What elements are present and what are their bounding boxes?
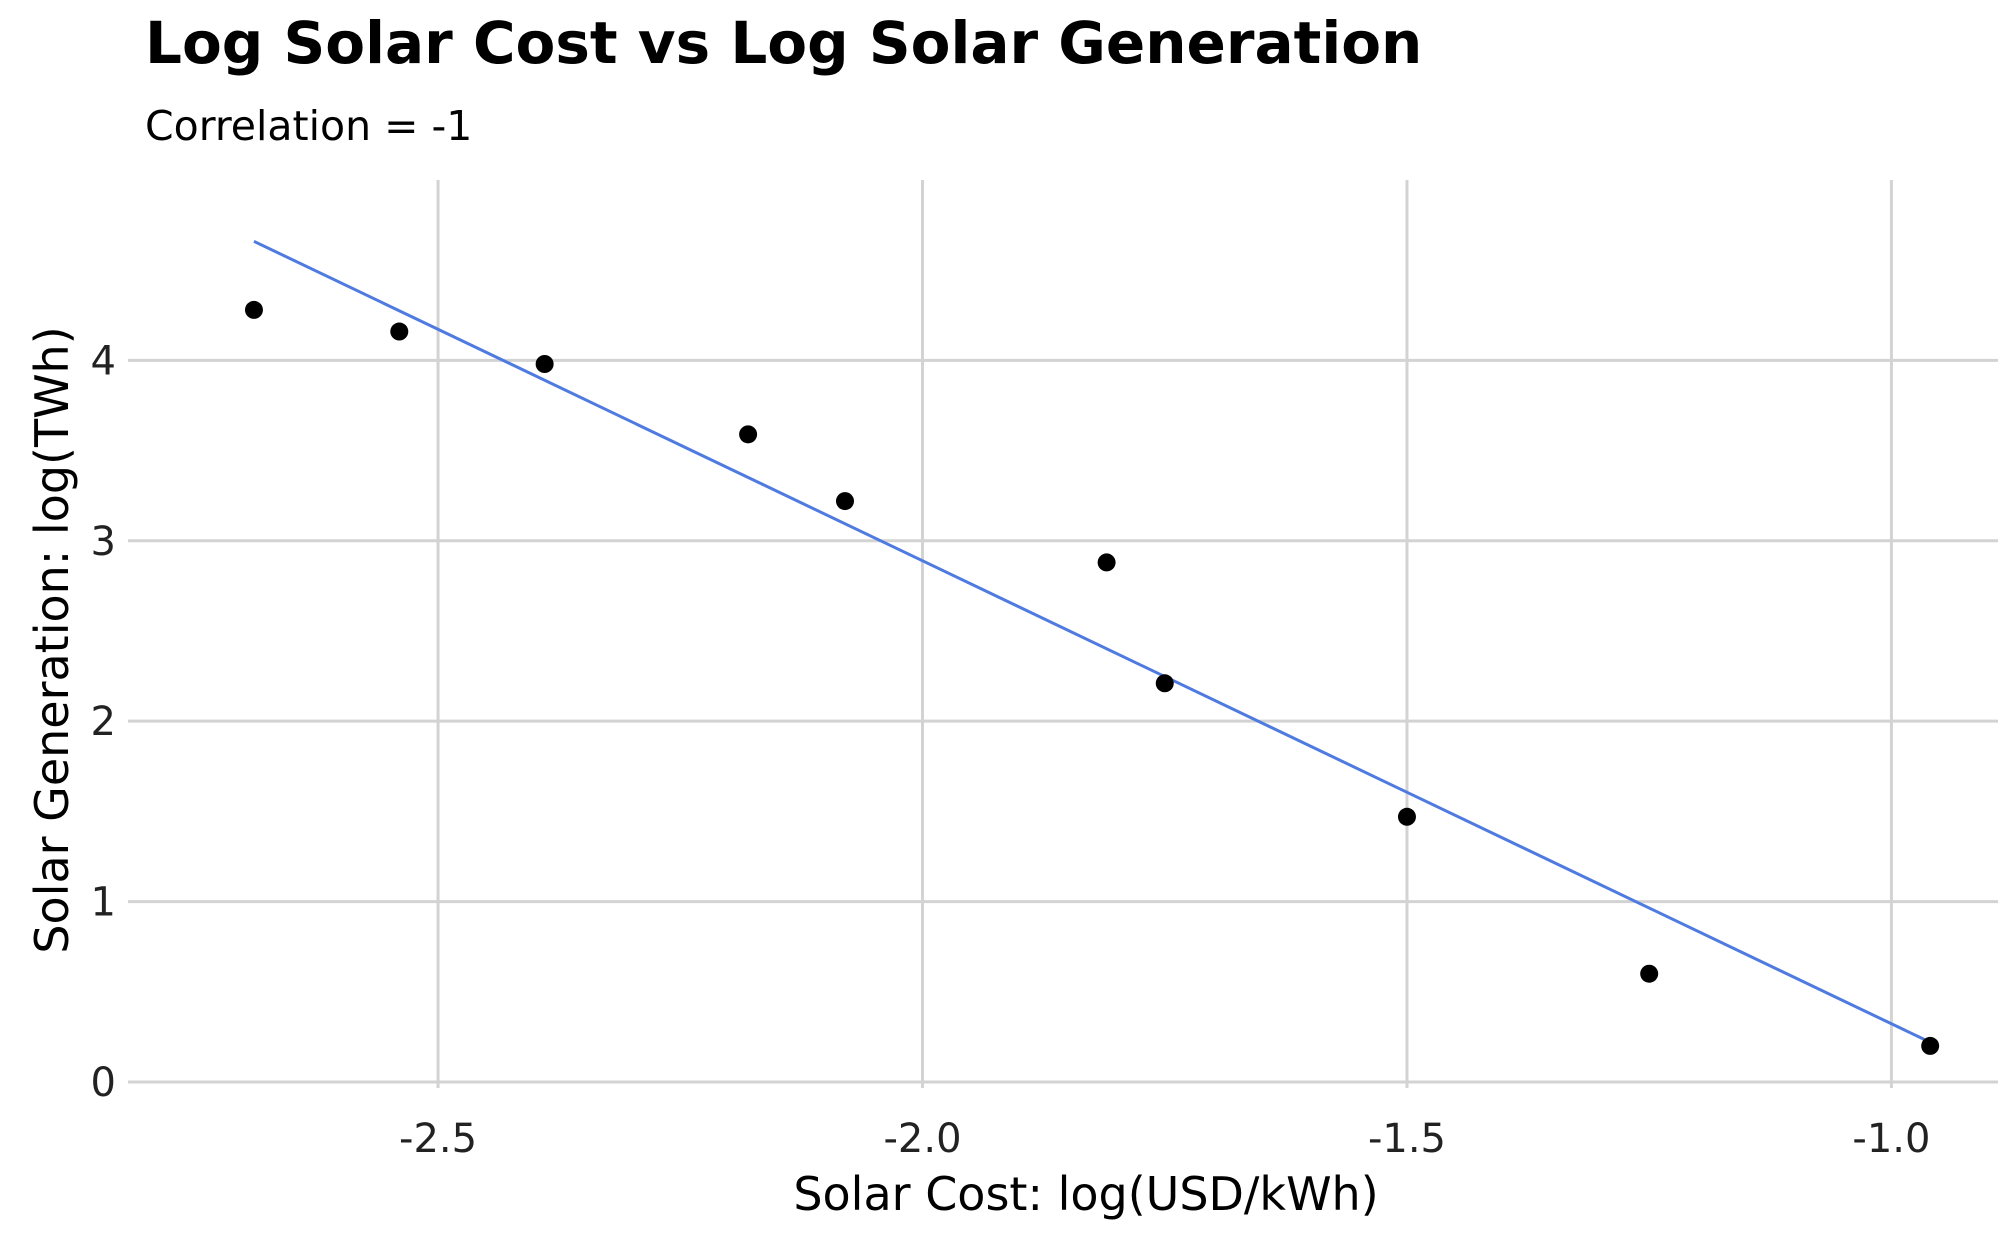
y-tick-label: 2 bbox=[91, 699, 116, 745]
y-tick-label: 3 bbox=[91, 519, 116, 565]
chart-title: Log Solar Cost vs Log Solar Generation bbox=[145, 9, 1423, 77]
y-tick-label: 1 bbox=[91, 880, 116, 926]
y-tick-label: 0 bbox=[91, 1060, 116, 1106]
x-tick-label: -1.5 bbox=[1368, 1116, 1446, 1162]
data-point bbox=[739, 425, 758, 444]
x-tick-label: -2.5 bbox=[399, 1116, 477, 1162]
data-point bbox=[1921, 1036, 1940, 1055]
grid-lines bbox=[128, 180, 1998, 1088]
data-point bbox=[1155, 674, 1174, 693]
tick-labels: -2.5 -2.0 -1.5 -1.0 0 1 2 3 4 bbox=[91, 338, 1931, 1162]
y-tick-label: 4 bbox=[91, 338, 116, 384]
x-tick-label: -1.0 bbox=[1852, 1116, 1930, 1162]
data-point bbox=[244, 300, 263, 319]
data-point bbox=[835, 492, 854, 511]
data-point bbox=[390, 322, 409, 341]
data-point bbox=[1097, 553, 1116, 572]
data-point bbox=[1640, 964, 1659, 983]
fit-line bbox=[253, 239, 1931, 1044]
x-tick-label: -2.0 bbox=[883, 1116, 961, 1162]
x-axis-title: Solar Cost: log(USD/kWh) bbox=[793, 1167, 1378, 1221]
data-point bbox=[1397, 807, 1416, 826]
chart-subtitle: Correlation = -1 bbox=[145, 102, 473, 150]
data-point bbox=[535, 355, 554, 373]
data-points bbox=[244, 300, 1940, 1055]
fit-line-group bbox=[253, 239, 1931, 1044]
y-axis-title: Solar Generation: log(TWh) bbox=[25, 326, 79, 953]
